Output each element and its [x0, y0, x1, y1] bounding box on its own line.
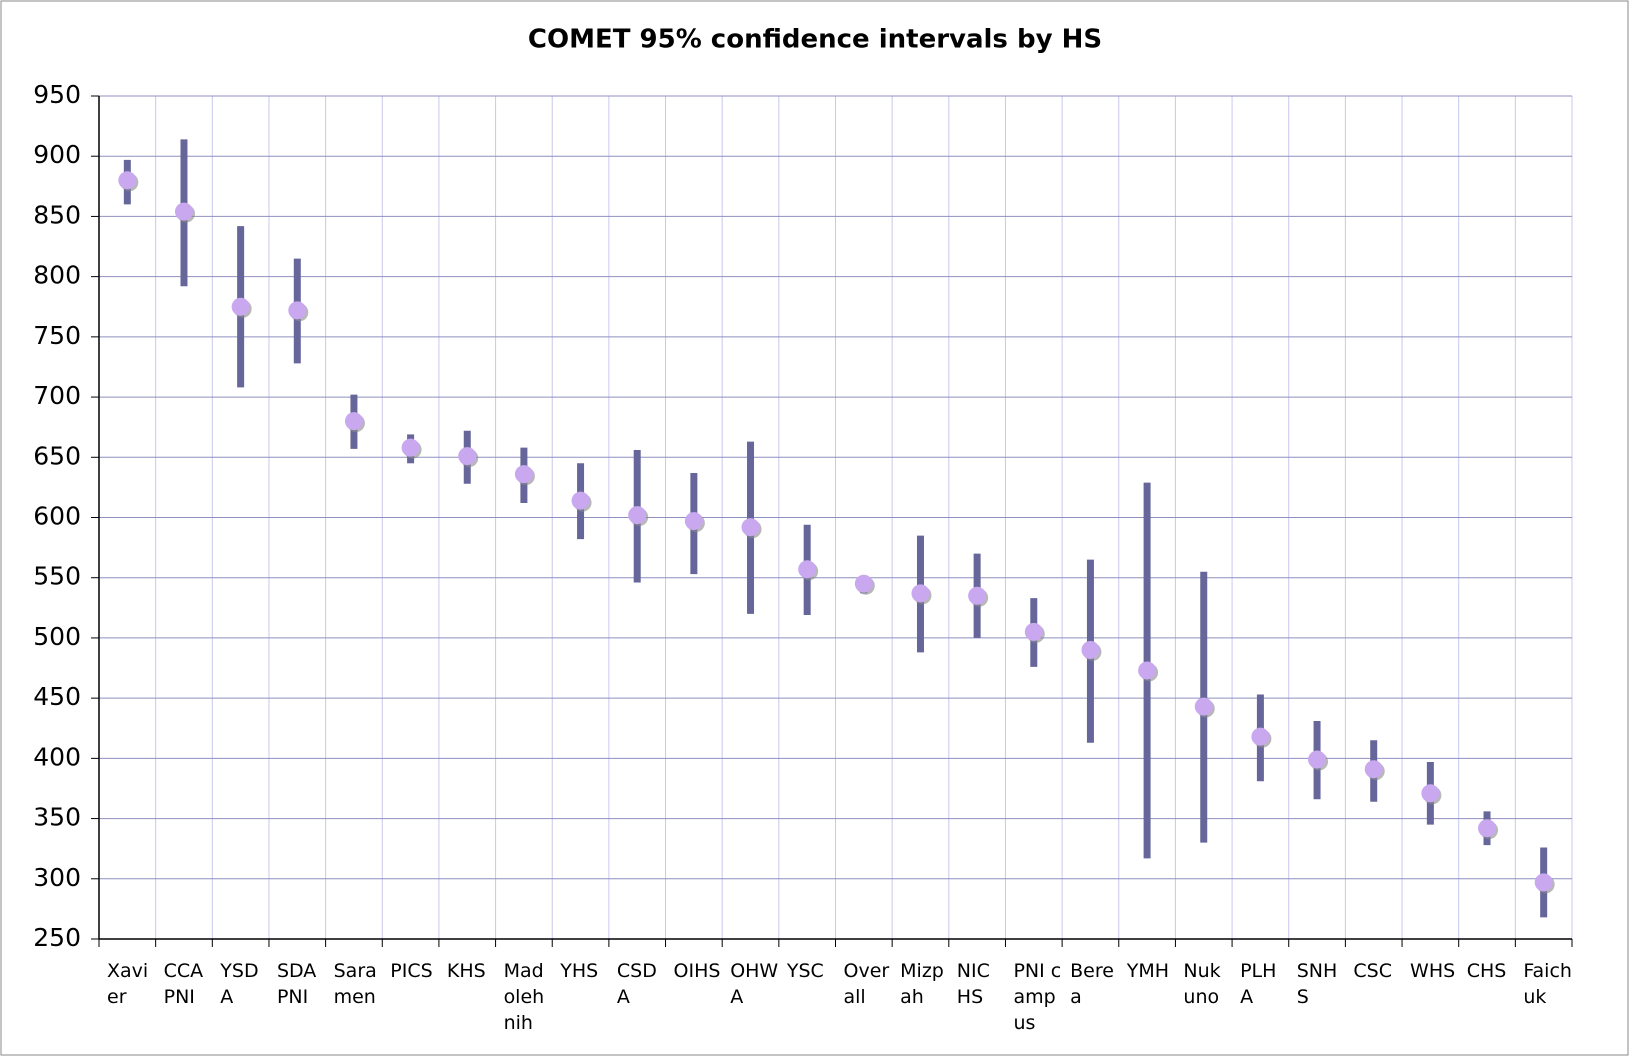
mean-marker [1138, 661, 1157, 680]
y-tick-label: 600 [33, 502, 81, 531]
x-tick-label: CSC [1353, 960, 1392, 982]
x-tick-label: PLHA [1240, 960, 1277, 1008]
mean-marker [231, 297, 250, 316]
mean-marker [854, 574, 873, 593]
mean-marker [1024, 622, 1043, 641]
x-tick-label: CSDA [616, 960, 657, 1008]
y-tick-label: 950 [33, 80, 81, 109]
y-tick-label: 850 [33, 200, 81, 229]
x-tick-label: YSDA [220, 960, 259, 1008]
mean-marker [1478, 819, 1497, 838]
mean-marker [288, 301, 307, 320]
mean-marker [401, 438, 420, 457]
mean-marker [911, 584, 930, 603]
y-tick-label: 900 [33, 140, 81, 169]
x-tick-label: Xavier [107, 960, 149, 1008]
y-tick-label: 250 [33, 923, 81, 952]
x-tick-label: Berea [1070, 960, 1114, 1008]
x-tick-label: OIHS [673, 960, 721, 982]
x-tick-label: SNHS [1296, 960, 1338, 1008]
x-tick-label: WHS [1410, 960, 1456, 982]
x-tick-label: Madolehnih [503, 960, 545, 1034]
y-tick-label: 700 [33, 381, 81, 410]
x-tick-label: CCA PNI [163, 960, 204, 1008]
x-tick-label: Nukuno [1183, 960, 1221, 1008]
y-tick-label: 450 [33, 682, 81, 711]
chart-title: COMET 95% confidence intervals by HS [528, 25, 1102, 55]
mean-marker [344, 412, 363, 431]
mean-marker [118, 171, 137, 190]
y-tick-label: 400 [33, 742, 81, 771]
mean-marker [1081, 640, 1100, 659]
x-tick-label: Overall [843, 960, 890, 1008]
mean-marker [514, 465, 533, 484]
mean-marker [458, 447, 477, 466]
y-tick-label: 350 [33, 803, 81, 832]
x-tick-label: CHS [1466, 960, 1507, 982]
x-tick-label: PNI campus [1013, 960, 1062, 1034]
x-tick-label: Faichuk [1523, 960, 1572, 1008]
y-tick-label: 500 [33, 622, 81, 651]
x-tick-label: Mizpah [900, 960, 944, 1008]
x-tick-label: PICS [390, 960, 433, 982]
mean-marker [571, 491, 590, 510]
x-tick-label: KHS [446, 960, 486, 982]
mean-marker [174, 202, 193, 221]
y-tick-label: 300 [33, 863, 81, 892]
y-tick-label: 800 [33, 261, 81, 290]
mean-marker [741, 518, 760, 537]
mean-marker [968, 586, 987, 605]
mean-marker [684, 512, 703, 531]
y-tick-label: 650 [33, 441, 81, 470]
y-tick-label: 750 [33, 321, 81, 350]
y-tick-label: 550 [33, 562, 81, 591]
x-tick-label: YHS [560, 960, 599, 982]
mean-marker [1421, 784, 1440, 803]
x-tick-label: OHWA [730, 960, 779, 1008]
mean-marker [628, 506, 647, 525]
mean-marker [1308, 750, 1327, 769]
mean-marker [1364, 760, 1383, 779]
x-tick-label: YSC [786, 960, 824, 982]
mean-marker [1534, 873, 1553, 892]
mean-marker [1194, 697, 1213, 716]
x-tick-label: NIC HS [956, 960, 990, 1008]
mean-marker [1251, 727, 1270, 746]
x-tick-label: SDA PNI [276, 960, 317, 1008]
mean-marker [798, 560, 817, 579]
x-tick-label: YMH [1126, 960, 1170, 982]
x-tick-label: Saramen [333, 960, 377, 1008]
